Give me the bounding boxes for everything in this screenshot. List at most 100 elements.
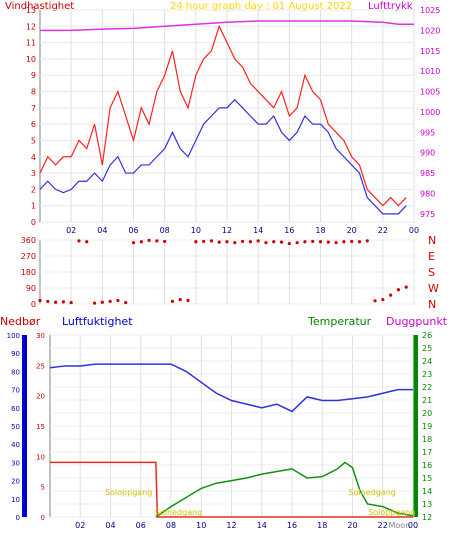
left-tick-label: 8 (31, 88, 36, 97)
x-tick-label: 08 (166, 521, 176, 530)
sunrise-label: Soloppgang (105, 488, 152, 497)
direction-point (295, 241, 299, 245)
x-tick-label: 10 (196, 521, 206, 530)
temperature-tick-label: 25 (422, 344, 432, 353)
direction-point (396, 288, 401, 292)
left-tick-label: 2 (31, 185, 36, 194)
direction-point (240, 239, 245, 244)
rain-tick-label: 10 (36, 453, 45, 461)
rain-label: Nedbør (0, 315, 41, 328)
direction-point (217, 240, 221, 244)
temperature-tick-label: 12 (422, 513, 432, 522)
right-tick-label: 1015 (420, 47, 440, 56)
x-tick-label: 08 (160, 226, 170, 235)
panel2-left-axis: 0 90 180 270 360 (21, 236, 36, 309)
direction-point (357, 240, 362, 244)
compass-label: E (428, 250, 435, 263)
x-tick-label: 12 (222, 226, 232, 235)
temperature-tick-label: 21 (422, 396, 432, 405)
direction-point (318, 240, 323, 244)
humidity-tick-label: 80 (11, 368, 20, 376)
left-tick-label: 3 (31, 169, 36, 178)
direction-point (342, 240, 346, 244)
direction-point (381, 297, 385, 302)
temperature-tick-label: 20 (422, 409, 432, 418)
sunset-label: Solnedgang (155, 508, 202, 517)
panel1-right-axis: 975 980 985 990 995 1000 1005 1010 1015 1020 1025 (420, 6, 440, 219)
direction-point (108, 299, 112, 303)
direction-point (38, 298, 42, 303)
right-tick-label: 1010 (420, 67, 440, 76)
humidity-tick-label: 100 (7, 332, 20, 340)
x-tick-label: 04 (105, 521, 115, 530)
x-tick-label: 02 (66, 226, 76, 235)
left-tick-label: 5 (31, 136, 36, 145)
humidity-tick-label: 10 (11, 496, 20, 504)
compass-label: W (428, 282, 439, 295)
direction-point (155, 239, 159, 243)
rain-tick-label: 0 (41, 514, 45, 522)
direction-point (69, 300, 73, 305)
direction-tick-label: 90 (26, 284, 36, 293)
humidity-label: Luftfuktighet (62, 315, 133, 328)
direction-point (53, 300, 58, 304)
x-tick-label: 22 (378, 521, 388, 530)
right-tick-label: 1000 (420, 108, 440, 117)
x-tick-label: 00 (409, 226, 419, 235)
temperature-tick-label: 15 (422, 474, 432, 483)
wind-speed-label: Vindhastighet (5, 1, 74, 12)
panel3-rain-axis: 0 5 10 15 20 25 30 (36, 332, 45, 522)
direction-point (202, 239, 206, 244)
left-tick-label: 12 (26, 22, 36, 31)
left-tick-label: 4 (31, 153, 36, 162)
temperature-label: Temperatur (307, 315, 372, 328)
direction-point (373, 299, 377, 303)
x-tick-label: 02 (75, 521, 85, 530)
direction-point (311, 239, 315, 244)
panel3-temperature-axis: 12 13 14 15 16 17 18 19 20 21 22 23 24 25 26 (422, 331, 432, 522)
humidity-tick-label: 50 (11, 423, 20, 431)
direction-point (186, 298, 190, 303)
left-tick-label: 13 (26, 6, 36, 15)
x-tick-label: 18 (315, 226, 325, 235)
dewpoint-label: Duggpunkt (386, 315, 448, 328)
humidity-tick-label: 40 (11, 441, 20, 449)
humidity-tick-label: 70 (11, 387, 20, 395)
humidity-tick-label: 60 (11, 405, 20, 413)
temperature-tick-label: 22 (422, 383, 432, 392)
temperature-tick-label: 17 (422, 448, 432, 457)
direction-point (326, 240, 330, 244)
right-tick-label: 1020 (420, 26, 440, 35)
left-tick-label: 6 (31, 120, 36, 129)
rain-tick-label: 5 (41, 484, 45, 492)
humidity-tick-label: 90 (11, 350, 20, 358)
x-tick-label: 14 (253, 226, 263, 235)
temperature-tick-label: 13 (422, 500, 432, 509)
direction-point (264, 241, 268, 245)
direction-point (163, 239, 167, 244)
series-temp-line (155, 461, 414, 518)
left-tick-label: 1 (31, 202, 36, 211)
direction-tick-label: 360 (21, 236, 36, 245)
direction-point (194, 240, 198, 244)
panel3-annotations: Soloppgang Solnedgang Solnedgang Soloppgang… (105, 488, 416, 530)
left-tick-label: 9 (31, 71, 36, 80)
temperature-tick-label: 18 (422, 435, 432, 444)
x-tick-label: 14 (257, 521, 267, 530)
right-tick-label: 990 (420, 149, 435, 158)
x-tick-label: 06 (136, 521, 146, 530)
series-wind-line (39, 98, 407, 215)
x-tick-label: 12 (226, 521, 236, 530)
x-tick-label: 10 (191, 226, 201, 235)
direction-point (209, 239, 214, 243)
series-rain-line (50, 461, 413, 518)
direction-point (100, 300, 104, 304)
direction-point (131, 241, 136, 245)
direction-point (116, 298, 120, 303)
x-tick-label: 00 (408, 521, 418, 530)
x-tick-label: 20 (347, 521, 357, 530)
direction-point (85, 240, 89, 244)
